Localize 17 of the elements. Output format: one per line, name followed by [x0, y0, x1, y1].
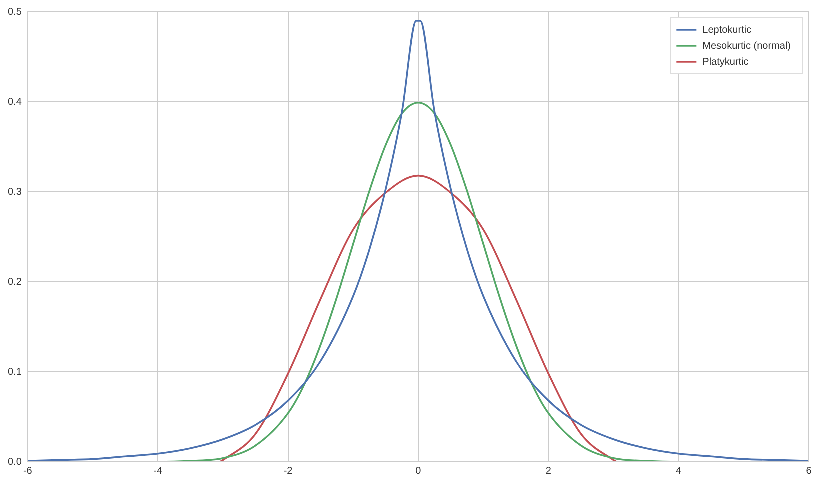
y-tick-label: 0.4	[8, 96, 22, 108]
x-tick-label: -4	[154, 466, 163, 477]
legend-label: Platykurtic	[702, 56, 749, 68]
x-tick-label: -6	[23, 466, 33, 477]
y-tick-label: 0.0	[8, 456, 22, 468]
x-tick-label: 6	[806, 466, 812, 477]
line-series	[28, 20, 809, 462]
y-tick-label: 0.2	[8, 276, 22, 288]
x-tick-label: -2	[284, 466, 294, 477]
legend-label: Leptokurtic	[702, 24, 752, 36]
x-tick-label: 4	[676, 466, 682, 477]
legend-label: Mesokurtic (normal)	[702, 40, 792, 52]
y-tick-label: 0.3	[8, 186, 22, 198]
y-tick-label: 0.1	[8, 366, 22, 378]
x-tick-label: 2	[546, 466, 552, 477]
x-tick-label: 0	[416, 466, 422, 477]
y-tick-label: 0.5	[8, 6, 22, 18]
